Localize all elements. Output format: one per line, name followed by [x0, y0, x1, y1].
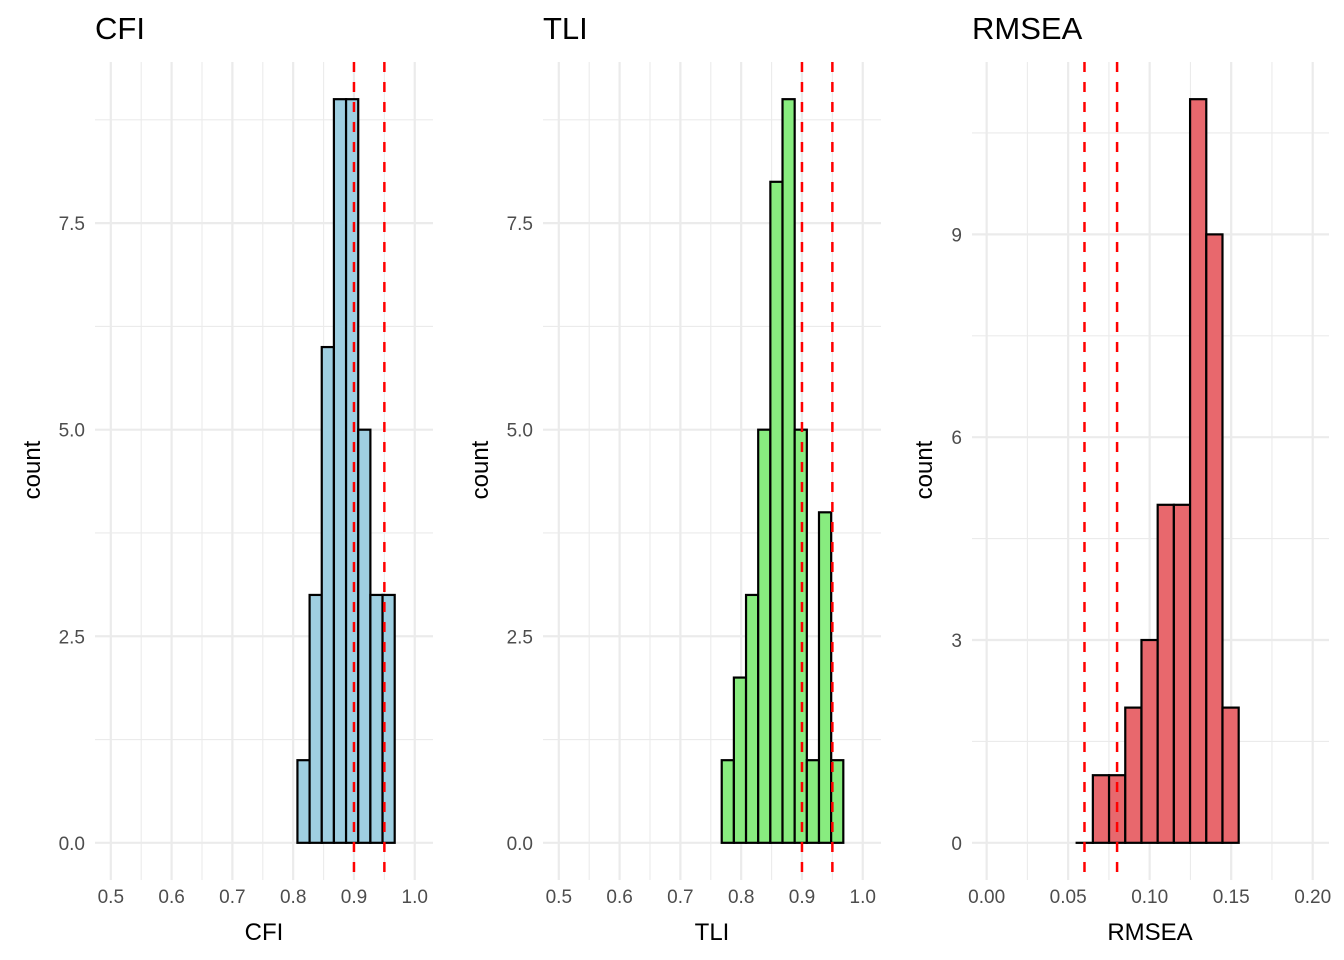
x-tick-label: 0.9: [789, 887, 815, 908]
y-tick-label: 0.0: [59, 834, 85, 855]
y-tick-label: 5.0: [59, 421, 85, 442]
histogram-bar: [769, 180, 784, 844]
x-tick-label: 0.10: [1131, 887, 1168, 908]
histogram-bar: [817, 511, 833, 844]
histogram-bar: [381, 593, 396, 844]
y-axis-title: count: [467, 440, 494, 499]
x-axis-title: CFI: [245, 919, 284, 946]
grid: [543, 62, 881, 880]
panel-title: TLI: [543, 11, 588, 46]
x-tick-label: 0.6: [606, 887, 632, 908]
bars: [720, 98, 845, 844]
y-tick-label: 2.5: [507, 627, 533, 648]
x-tick-label: 0.8: [280, 887, 306, 908]
y-axis-title: count: [19, 440, 46, 499]
x-tick-label: 0.8: [728, 887, 754, 908]
bars: [296, 98, 396, 844]
histogram-bar: [781, 98, 796, 844]
x-tick-label: 1.0: [402, 887, 428, 908]
histogram-bar: [1188, 98, 1208, 844]
histogram-bar: [332, 98, 348, 844]
x-axis-title: TLI: [695, 919, 730, 946]
histogram-bar: [296, 759, 311, 844]
histogram-bar: [1091, 774, 1111, 844]
y-tick-label: 0: [951, 834, 962, 855]
y-tick-label: 2.5: [59, 627, 85, 648]
histogram-bar: [805, 759, 821, 844]
x-tick-label: 0.9: [341, 887, 367, 908]
x-tick-label: 0.20: [1294, 887, 1331, 908]
histogram-bar: [720, 759, 735, 844]
histogram-bar: [744, 593, 760, 844]
y-tick-label: 5.0: [507, 421, 533, 442]
y-tick-label: 7.5: [59, 214, 85, 235]
histogram-bar: [308, 593, 323, 844]
y-tick-label: 3: [951, 631, 962, 652]
histogram-bar: [369, 593, 384, 844]
histogram-bar: [757, 428, 772, 844]
panel-title: CFI: [95, 11, 145, 46]
x-tick-label: 0.7: [667, 887, 693, 908]
x-tick-label: 0.5: [546, 887, 572, 908]
histogram-bar: [1205, 233, 1224, 844]
x-tick-label: 0.6: [158, 887, 184, 908]
y-tick-label: 7.5: [507, 214, 533, 235]
histogram-bar: [1172, 503, 1192, 844]
y-tick-label: 0.0: [507, 834, 533, 855]
histogram-bar: [344, 98, 360, 844]
y-axis-title: count: [911, 440, 938, 499]
panel-rmsea: RMSEA RMSEA count 0.00 0.05 0.10 0.15 0.20 0 3…: [911, 11, 1331, 946]
x-tick-label: 0.7: [219, 887, 245, 908]
panel-tli: TLI TLI count 0.5 0.6 0.7 0.8 0.9 1.0 0.0 2.5 5.…: [467, 11, 881, 946]
x-tick-label: 1.0: [850, 887, 876, 908]
histogram-bar: [1140, 638, 1159, 844]
histogram-bar: [357, 428, 372, 844]
histogram-bar: [1156, 503, 1175, 844]
bars: [1075, 98, 1240, 844]
panel-title: RMSEA: [972, 11, 1083, 46]
x-axis-title: RMSEA: [1107, 919, 1192, 946]
x-tick-label: 0.15: [1213, 887, 1250, 908]
y-tick-label: 9: [951, 225, 962, 246]
histogram-bar: [1221, 706, 1240, 844]
x-tick-label: 0.00: [968, 887, 1005, 908]
x-tick-label: 0.05: [1050, 887, 1087, 908]
y-tick-label: 6: [951, 428, 962, 449]
histogram-bar: [732, 676, 748, 844]
histogram-bar: [830, 759, 845, 844]
histogram-bar: [1124, 706, 1143, 844]
panel-cfi: CFI CFI count 0.5 0.6 0.7 0.8 0.9 1.0 0.0 2.5 5.…: [19, 11, 433, 946]
histogram-bar: [320, 345, 336, 844]
x-tick-label: 0.5: [98, 887, 124, 908]
